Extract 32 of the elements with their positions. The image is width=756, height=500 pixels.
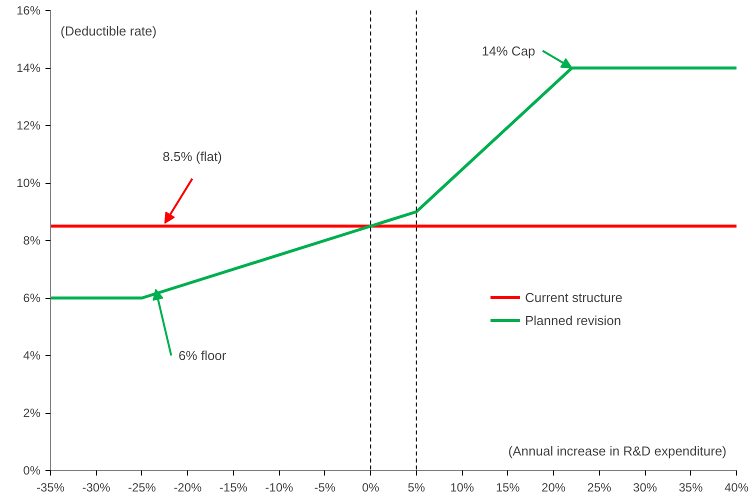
x-tick-label: 35% <box>678 480 704 494</box>
legend-label: Planned revision <box>525 312 622 328</box>
legend-label: Current structure <box>525 290 623 304</box>
annotation: 14% Cap <box>482 43 536 58</box>
annotation: 6% floor <box>178 348 227 363</box>
x-tick-label: 25% <box>587 480 612 494</box>
y-tick-label: 12% <box>16 118 41 132</box>
y-tick-label: 10% <box>16 176 41 190</box>
x-tick-label: 15% <box>496 480 520 494</box>
y-tick-label: 8% <box>23 234 41 248</box>
x-tick-label: -35% <box>36 480 65 494</box>
y-tick-label: 16% <box>16 4 41 18</box>
y-tick-label: 0% <box>23 464 41 478</box>
y-tick-label: 4% <box>23 348 41 362</box>
x-tick-label: 40% <box>724 480 749 494</box>
x-tick-label: 5% <box>408 480 426 494</box>
y-tick-label: 2% <box>23 406 41 420</box>
x-tick-label: -5% <box>314 480 336 494</box>
x-tick-label: -30% <box>82 480 111 494</box>
x-tick-label: 30% <box>633 480 658 494</box>
x-axis-title: (Annual increase in R&D expenditure) <box>508 444 727 458</box>
annotation: 8.5% (flat) <box>162 149 222 164</box>
x-tick-label: -10% <box>265 480 294 494</box>
x-tick-label: 0% <box>362 480 380 494</box>
x-tick-label: -20% <box>174 480 202 494</box>
x-tick-label: 10% <box>450 480 474 494</box>
y-tick-label: 14% <box>16 61 41 75</box>
x-tick-label: 20% <box>542 480 566 494</box>
y-axis-title: (Deductible rate) <box>60 24 157 38</box>
y-tick-label: 6% <box>23 291 41 305</box>
x-tick-label: -25% <box>128 480 156 494</box>
x-tick-label: -15% <box>219 480 248 494</box>
